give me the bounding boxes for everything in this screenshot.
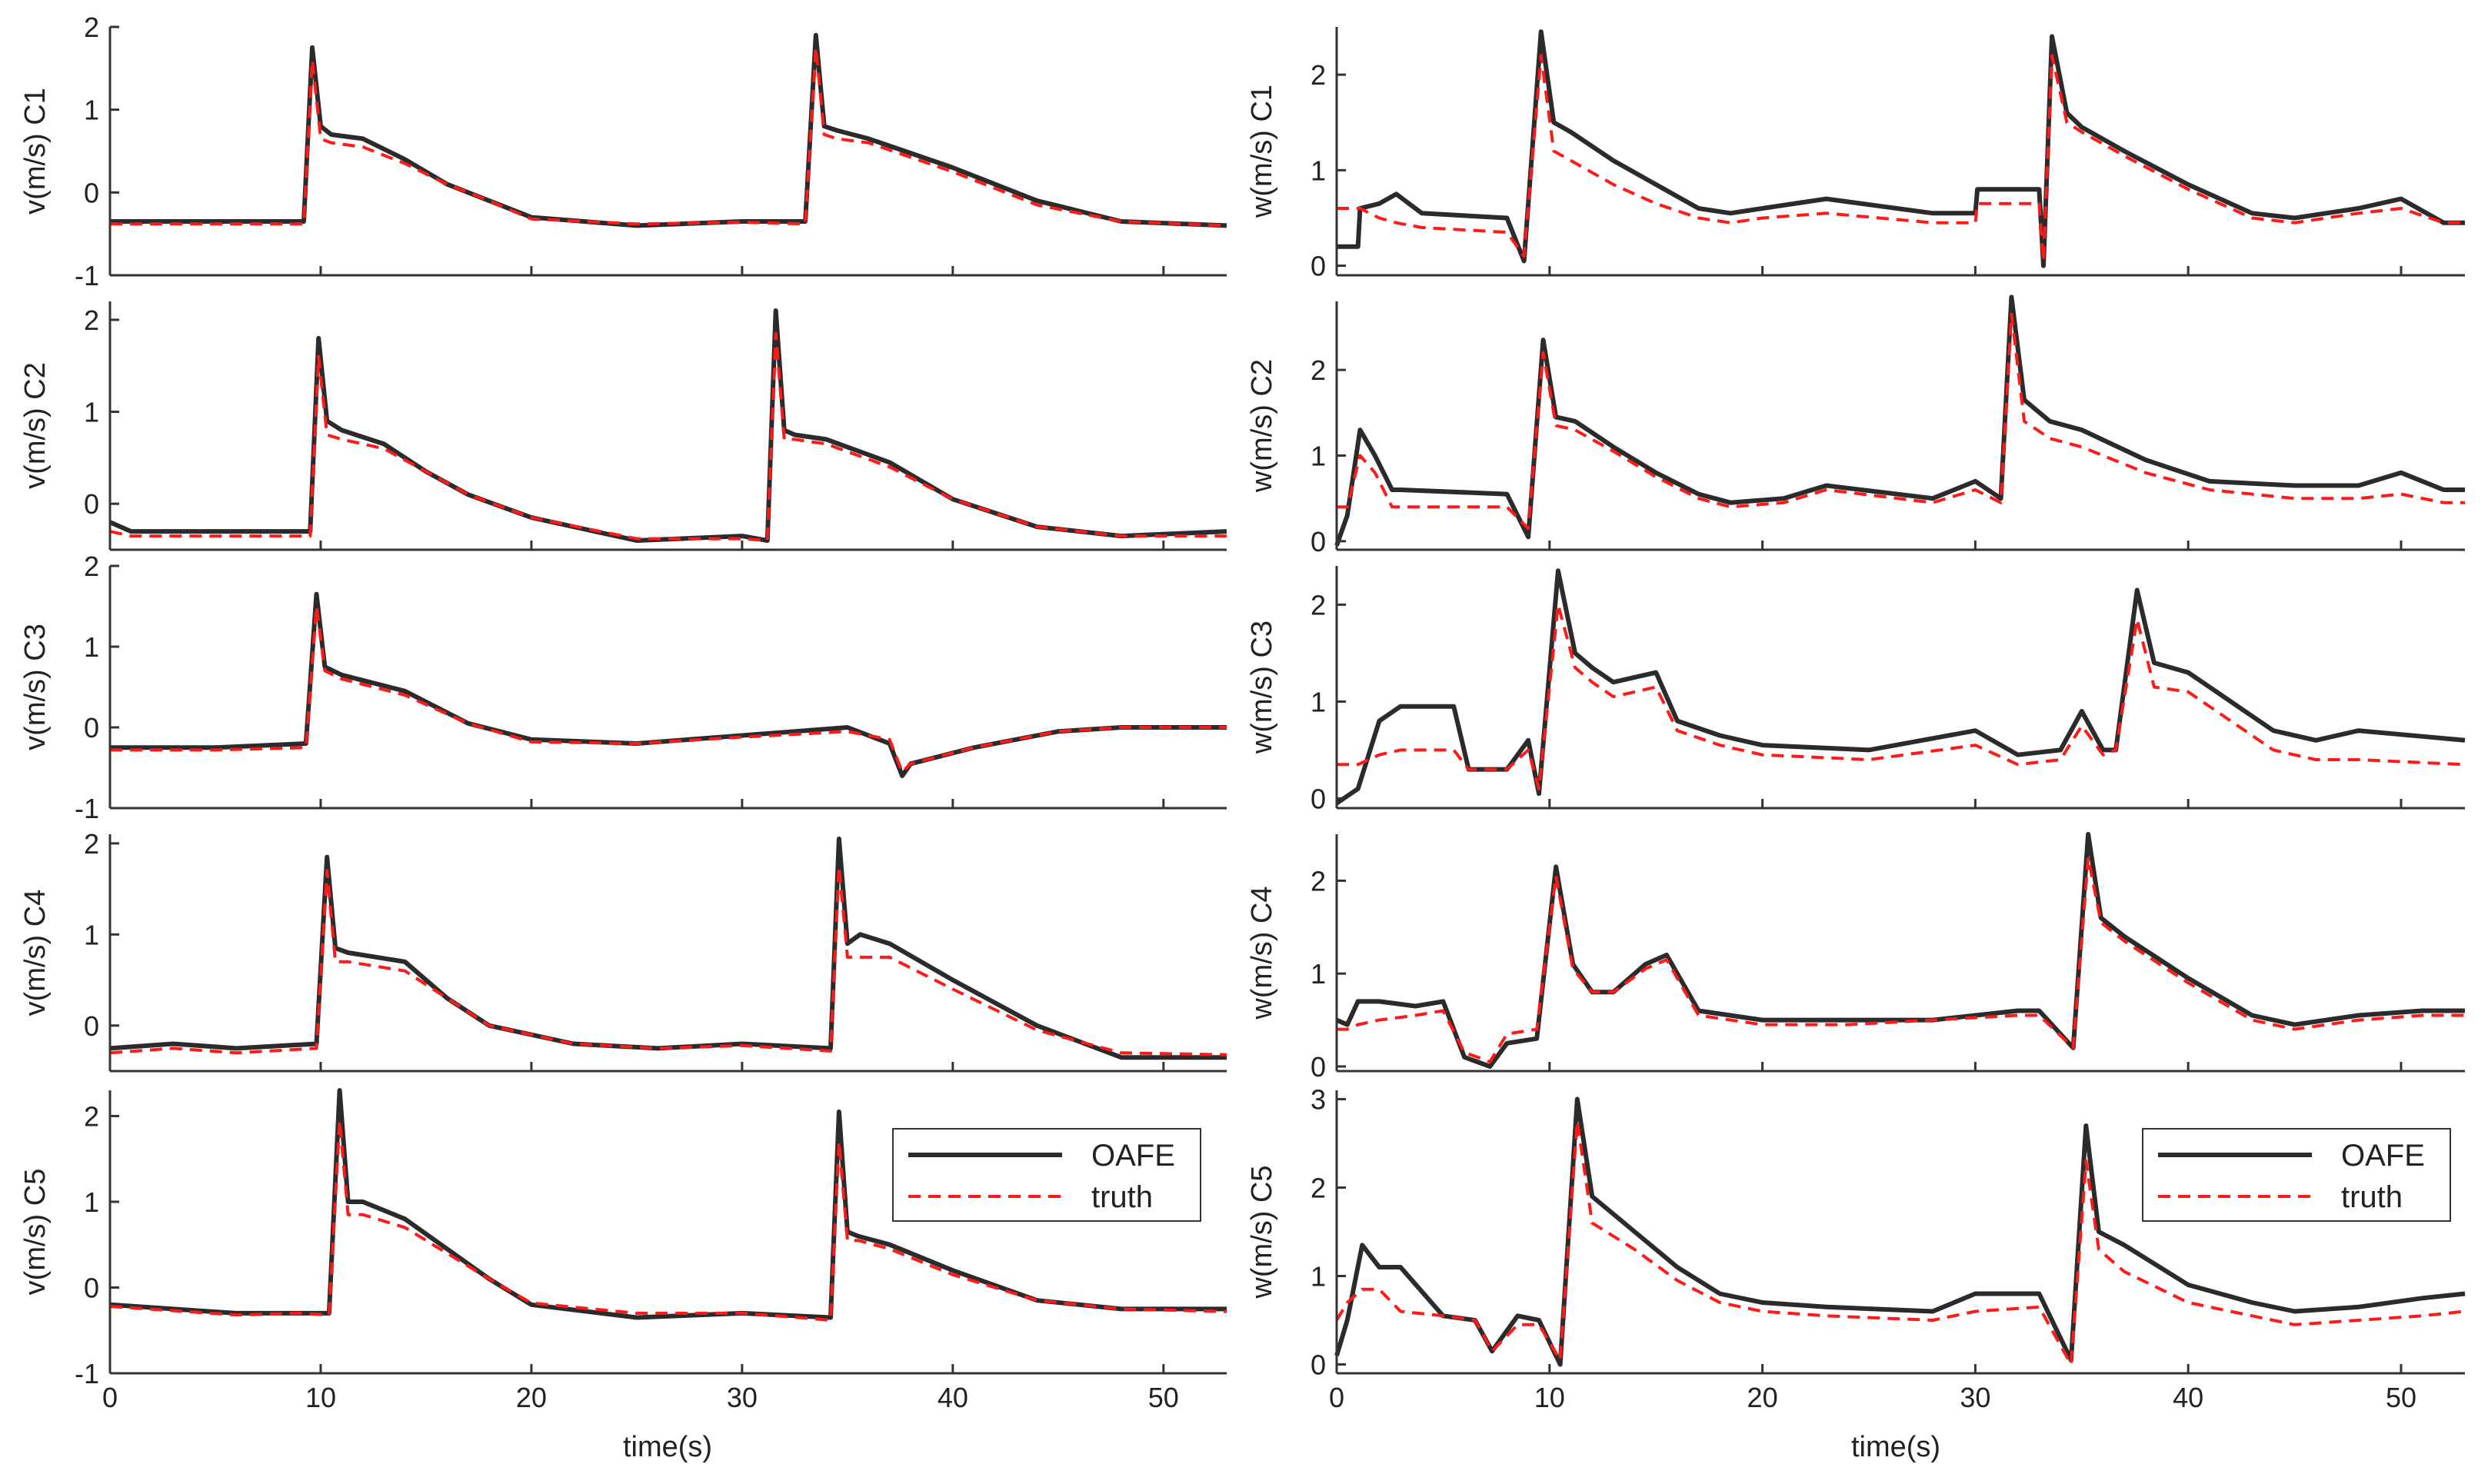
series-truth-line	[1337, 603, 2466, 790]
y-tick-label: 1	[84, 631, 99, 663]
series-truth-line	[1337, 312, 2465, 531]
y-tick-label: 0	[84, 488, 99, 520]
series-oafe-line	[109, 836, 1227, 1060]
subplot-wC2: 0 1 2 w(m/s) C2	[1246, 294, 2465, 557]
y-axis-label: w(m/s) C3	[1246, 621, 1278, 754]
subplot-wC3: 0 1 2 w(m/s) C3	[1246, 566, 2466, 814]
series-oafe-line	[1334, 294, 2465, 547]
x-tick-label: 50	[1148, 1382, 1179, 1413]
y-tick-label: 2	[1311, 1173, 1326, 1204]
y-axis-label: w(m/s) C1	[1246, 85, 1278, 218]
subplot-wC5: 0 1 2 3 w(m/s) C5 0 10 20 30 40 50 OAFE truth	[1246, 1084, 2466, 1413]
y-tick-label: -1	[75, 260, 99, 291]
y-tick-label: 0	[1311, 783, 1326, 814]
y-axis-label: v(m/s) C1	[19, 88, 52, 215]
y-tick-label: 0	[1311, 526, 1326, 557]
y-tick-label: 0	[84, 1010, 99, 1042]
x-tick-label: 50	[2386, 1382, 2416, 1413]
y-tick-label: 3	[1311, 1084, 1326, 1116]
y-tick-label: 1	[84, 919, 99, 950]
series-truth-line	[1337, 54, 2465, 263]
x-tick-label: 20	[516, 1382, 547, 1413]
series-oafe-line	[1335, 832, 2465, 1069]
legend-box	[892, 1128, 1201, 1222]
y-tick-label: 0	[84, 177, 99, 208]
series-truth-line	[110, 45, 1227, 228]
series-oafe-line	[1337, 29, 2465, 268]
legend-label-truth: truth	[1091, 1180, 1153, 1214]
right-x-axis-label: time(s)	[1851, 1431, 1940, 1463]
y-tick-label: 1	[1311, 1261, 1326, 1293]
y-axis-label: w(m/s) C2	[1246, 359, 1278, 493]
y-tick-label: 2	[84, 828, 99, 860]
series-truth-line	[109, 864, 1227, 1056]
legend-label-oafe: OAFE	[1091, 1139, 1175, 1173]
subplot-wC4: 0 1 2 w(m/s) C4	[1246, 832, 2465, 1083]
series-truth-line	[109, 331, 1227, 542]
series-truth-line	[1337, 856, 2465, 1063]
y-tick-label: 2	[1311, 59, 1326, 91]
y-tick-label: 1	[84, 397, 99, 428]
subplot-vC1: -1 0 1 2 v(m/s) C1	[19, 12, 1227, 291]
series-truth-line	[110, 604, 1227, 774]
y-tick-label: 0	[1311, 1349, 1326, 1381]
legend-box	[2142, 1128, 2451, 1222]
subplot-vC4: 0 1 2 v(m/s) C4	[19, 828, 1227, 1073]
x-tick-label: 10	[305, 1382, 336, 1413]
x-tick-label: 10	[1534, 1382, 1565, 1413]
y-axis-label: v(m/s) C3	[19, 624, 52, 750]
x-tick-label: 30	[1960, 1382, 1990, 1413]
y-tick-label: 1	[1311, 155, 1326, 186]
y-tick-label: 2	[1311, 589, 1326, 621]
subplot-vC3: -1 0 1 2 v(m/s) C3	[19, 551, 1227, 824]
y-tick-label: 1	[1311, 686, 1326, 717]
x-tick-label: 30	[727, 1382, 758, 1413]
y-tick-label: 2	[1311, 354, 1326, 386]
y-tick-label: 1	[84, 1186, 99, 1218]
y-tick-label: 0	[84, 712, 99, 744]
subplot-vC2: 0 1 2 v(m/s) C2	[19, 301, 1227, 551]
y-tick-label: -1	[75, 1358, 99, 1389]
y-tick-label: 1	[1311, 958, 1326, 990]
y-axis-label: w(m/s) C4	[1246, 886, 1278, 1020]
y-axis-label: v(m/s) C4	[19, 890, 52, 1017]
series-truth-line	[1335, 1120, 2466, 1366]
x-tick-label: 0	[1329, 1382, 1344, 1413]
series-oafe-line	[110, 32, 1227, 228]
series-oafe-line	[108, 308, 1227, 543]
y-tick-label: 1	[1311, 440, 1326, 471]
y-tick-label: -1	[75, 793, 99, 824]
y-tick-label: 2	[84, 1100, 99, 1132]
x-tick-label: 40	[938, 1382, 968, 1413]
x-tick-label: 20	[1747, 1382, 1778, 1413]
subplot-wC1: 0 1 2 w(m/s) C1	[1246, 27, 2465, 282]
legend-label-truth: truth	[2341, 1180, 2403, 1214]
series-truth-line	[109, 1119, 1227, 1322]
x-tick-label: 40	[2173, 1382, 2203, 1413]
y-axis-label: w(m/s) C5	[1246, 1165, 1278, 1299]
x-tick-label: 0	[102, 1382, 118, 1413]
y-tick-label: 2	[84, 304, 99, 336]
y-axis-label: v(m/s) C5	[19, 1169, 52, 1296]
y-tick-label: 0	[1311, 251, 1326, 282]
legend-label-oafe: OAFE	[2341, 1139, 2425, 1173]
legend: OAFE truth	[2142, 1128, 2451, 1222]
y-tick-label: 0	[84, 1272, 99, 1303]
y-tick-label: 2	[1311, 865, 1326, 897]
y-tick-label: 1	[84, 95, 99, 126]
y-tick-label: 2	[84, 551, 99, 582]
y-axis-label: v(m/s) C2	[19, 362, 52, 489]
y-tick-label: 2	[84, 12, 99, 43]
legend: OAFE truth	[892, 1128, 1201, 1222]
left-x-axis-label: time(s)	[623, 1431, 712, 1463]
y-tick-label: 0	[1311, 1051, 1326, 1083]
